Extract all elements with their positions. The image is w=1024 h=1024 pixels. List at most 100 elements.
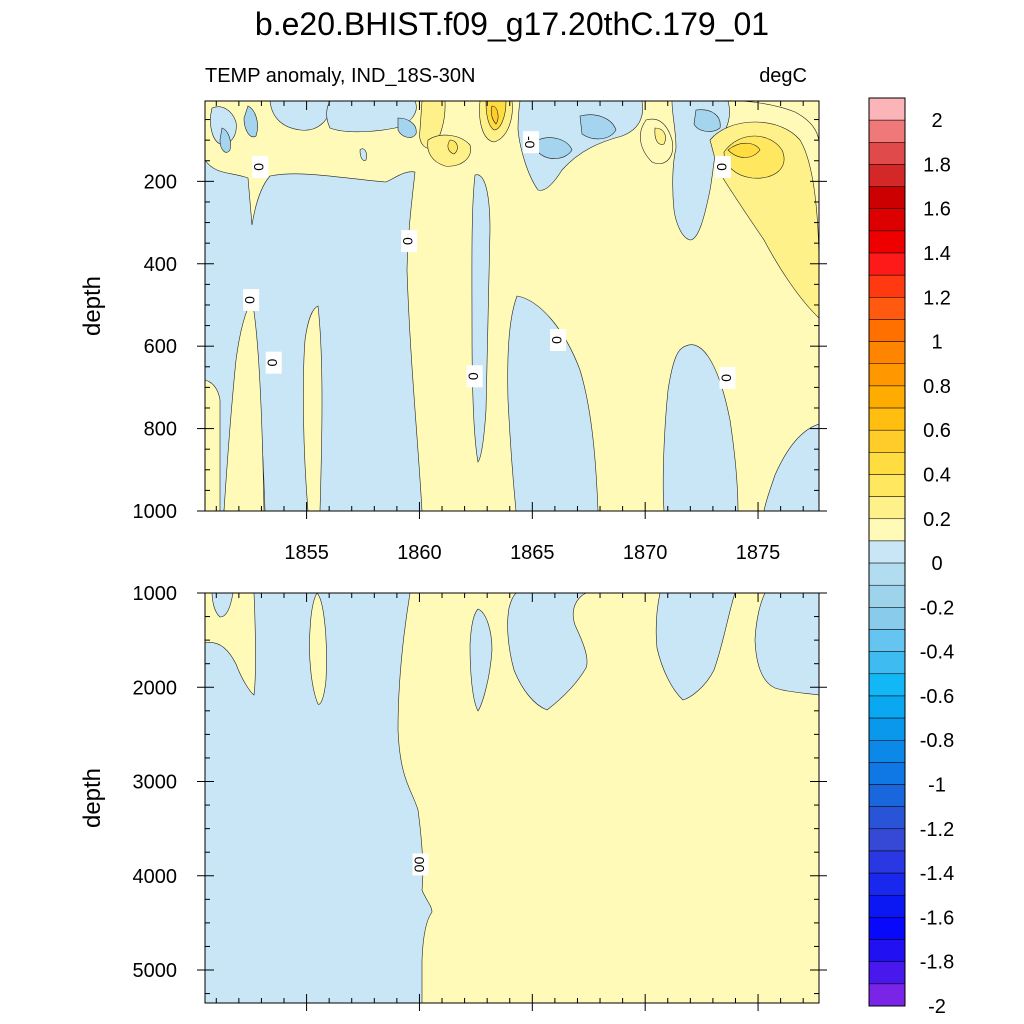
- lower-panel-frame: [204, 592, 820, 1004]
- contour-label-box: [466, 365, 483, 388]
- upper-positive-surface-1877: [730, 101, 819, 143]
- colorbar-box: [868, 297, 906, 320]
- colorbar-box: [868, 429, 906, 453]
- colorbar-label: 0.8: [923, 376, 951, 398]
- colorbar-box: [868, 917, 906, 940]
- contour-label-text: 00: [411, 857, 427, 873]
- contour-label: 0: [265, 351, 282, 374]
- colorbar-box: [868, 828, 906, 852]
- colorbar-box: [868, 784, 906, 807]
- x-tick-label: 1875: [736, 542, 781, 564]
- chart-title: b.e20.BHIST.f09_g17.20thC.179_01: [254, 6, 770, 42]
- colorbar-label: 0: [931, 553, 942, 575]
- colorbar-box: [868, 274, 906, 298]
- lower-negative-west-region: [205, 593, 433, 1003]
- colorbar-box: [868, 363, 906, 387]
- contour-label: 0: [400, 230, 418, 253]
- colorbar-label: 0.6: [923, 420, 951, 442]
- lower-panel-field: [205, 593, 819, 1003]
- upper-positive-peak-1876: [727, 142, 761, 158]
- subtitle-variable: TEMP anomaly, IND_18S-30N: [205, 65, 475, 87]
- x-tick-label: 1870: [623, 542, 668, 564]
- colorbar-box: [868, 983, 906, 1007]
- upper-negative-core-1851: [219, 127, 231, 153]
- upper-y-axis-title: depth: [79, 276, 106, 336]
- upper-negative-core-1866: [537, 137, 573, 159]
- colorbar-box: [868, 252, 906, 276]
- contour-label: 0: [242, 289, 260, 312]
- colorbar-label: 2: [931, 110, 942, 132]
- lower-positive-tongue-1855: [309, 593, 327, 705]
- colorbar-box: [868, 939, 906, 962]
- contour-label-box: [243, 289, 260, 312]
- contour-label-box: [265, 351, 282, 374]
- y-tick-label: 5000: [133, 960, 178, 982]
- y-tick-label: 600: [144, 336, 177, 358]
- contour-label-box: [523, 131, 540, 154]
- x-tick-label: 1865: [510, 542, 555, 564]
- colorbar-frame: [868, 97, 906, 1007]
- y-tick-label: 800: [144, 419, 177, 441]
- colorbar-box: [868, 607, 906, 630]
- colorbar-box: [868, 562, 906, 586]
- upper-negative-sliver-1862: [471, 174, 491, 463]
- lower-negative-1877: [754, 593, 819, 696]
- upper-positive-core-1871: [654, 127, 666, 145]
- colorbar-box: [868, 629, 906, 652]
- lower-y-axis-title: depth: [79, 768, 106, 828]
- colorbar-label: 1.2: [923, 287, 951, 309]
- contour-label: 0: [466, 365, 483, 388]
- colorbar-box: [868, 341, 906, 365]
- colorbar-box: [868, 872, 906, 896]
- y-tick-label: 400: [144, 254, 177, 276]
- colorbar-label: 0.4: [923, 464, 951, 486]
- colorbar-box: [868, 806, 906, 830]
- upper-positive-core-1861: [447, 139, 458, 155]
- colorbar-label: 0.2: [923, 509, 951, 531]
- upper-negative-core-1873: [693, 109, 721, 132]
- colorbar-box: [868, 407, 906, 431]
- contour-label-box: [401, 230, 418, 253]
- lower-positive-west-1851: [205, 593, 256, 696]
- colorbar-label: -0.2: [920, 597, 954, 619]
- y-tick-label: 1000: [133, 583, 178, 605]
- contour-label: 0: [718, 366, 736, 389]
- upper-negative-core-1852: [243, 105, 258, 138]
- colorbar-box: [868, 518, 906, 542]
- y-tick-label: 2000: [133, 677, 178, 699]
- colorbar-box: [868, 319, 906, 342]
- x-tick-label: 1860: [397, 542, 442, 564]
- contour-label-text: 0: [242, 296, 258, 304]
- upper-negative-surface-1851: [210, 106, 237, 145]
- colorbar-label: -0.6: [920, 686, 954, 708]
- colorbar-label: -1.8: [920, 952, 954, 974]
- colorbar-box: [868, 142, 906, 165]
- upper-panel-frame: [204, 100, 820, 512]
- colorbar-box: [868, 97, 906, 121]
- colorbar-label: 1: [931, 332, 942, 354]
- upper-negative-1872-deep: [662, 344, 739, 511]
- colorbar-label: 1.4: [923, 243, 951, 265]
- colorbar: 2 1.8 1.6 1.4 1.2 1 0.8 0.6 0.4 0.2 0 -0.2 -0.4 -0.6 -…: [868, 97, 954, 1018]
- contour-label-text: 0: [714, 163, 730, 171]
- upper-positive-tongue-1853: [223, 299, 265, 511]
- lower-negative-1863: [469, 608, 493, 712]
- lower-negative-1866: [507, 593, 588, 711]
- upper-negative-1877-deep: [763, 423, 819, 511]
- colorbar-label: -0.4: [920, 642, 954, 664]
- colorbar-label: -0.8: [920, 730, 954, 752]
- contour-label-text: 0: [400, 237, 416, 245]
- colorbar-box: [868, 164, 906, 187]
- upper-positive-peak-core-1863: [490, 105, 499, 125]
- colorbar-box: [868, 695, 906, 719]
- contour-label-text: 0: [265, 359, 281, 367]
- colorbar-box: [868, 540, 906, 564]
- contour-label-text: -0: [522, 136, 538, 149]
- upper-positive-1871: [640, 118, 674, 164]
- colorbar-box: [868, 895, 906, 918]
- upper-negative-core-1859: [397, 117, 417, 138]
- colorbar-box: [868, 474, 906, 497]
- colorbar-box: [868, 186, 906, 209]
- contour-label-text: 0: [718, 374, 734, 382]
- contour-label-box: [719, 366, 736, 389]
